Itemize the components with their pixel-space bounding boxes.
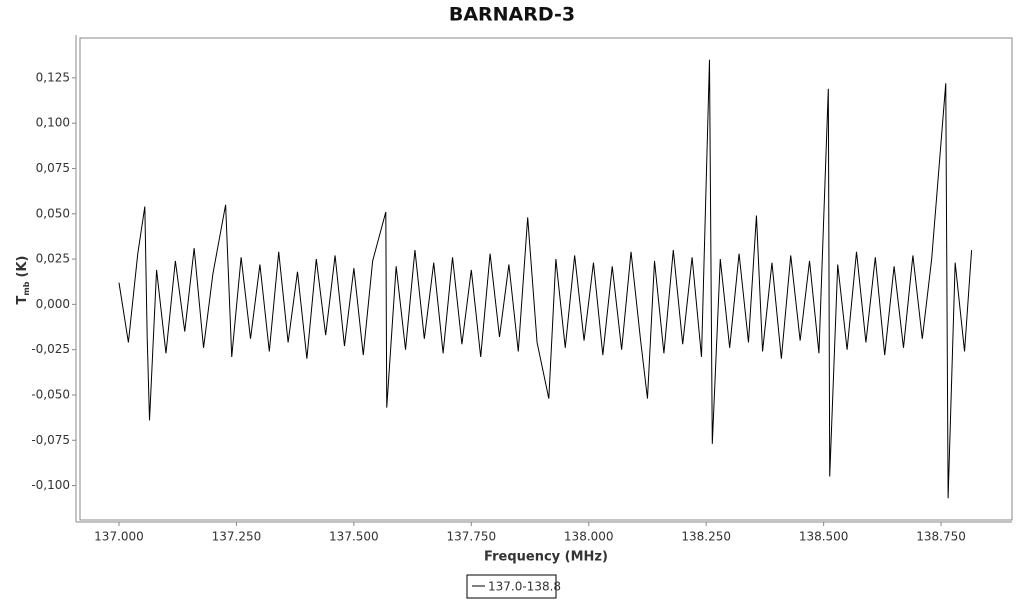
x-tick-label: 138.000 bbox=[564, 530, 614, 544]
y-label-sub: mb bbox=[22, 281, 31, 295]
x-tick-label: 138.250 bbox=[681, 530, 731, 544]
x-tick-label: 137.000 bbox=[94, 530, 144, 544]
y-tick-label: 0,025 bbox=[36, 252, 70, 266]
x-tick-label: 138.500 bbox=[799, 530, 849, 544]
chart-title: BARNARD-3 bbox=[449, 4, 575, 26]
legend: 137.0-138.8 bbox=[466, 574, 561, 599]
y-label-text: Tmb (K) bbox=[15, 256, 31, 305]
x-tick-label: 137.500 bbox=[329, 530, 379, 544]
y-tick-label: -0,025 bbox=[31, 342, 70, 356]
y-tick-label: 0,050 bbox=[36, 206, 70, 220]
x-tick-label: 138.750 bbox=[916, 530, 966, 544]
y-tick-label: 0,075 bbox=[36, 161, 70, 175]
y-axis-label: Tmb (K) bbox=[15, 256, 31, 305]
y-tick-label: 0,125 bbox=[36, 70, 70, 84]
legend-label: 137.0-138.8 bbox=[488, 580, 561, 594]
legend-box bbox=[466, 574, 557, 599]
y-label-unit: (K) bbox=[15, 256, 30, 278]
y-label-main: T bbox=[15, 295, 30, 304]
y-tick-label: 0,000 bbox=[36, 297, 70, 311]
y-tick-label: 0,100 bbox=[36, 116, 70, 130]
y-tick-label: -0,100 bbox=[31, 478, 70, 492]
series-line bbox=[118, 59, 973, 499]
x-axis-label: Frequency (MHz) bbox=[484, 550, 608, 565]
x-tick-label: 137.250 bbox=[212, 530, 262, 544]
x-tick-label: 137.750 bbox=[446, 530, 496, 544]
plot-frame bbox=[79, 37, 1013, 521]
y-tick-label: -0,075 bbox=[31, 433, 70, 447]
y-tick-label: -0,050 bbox=[31, 387, 70, 401]
